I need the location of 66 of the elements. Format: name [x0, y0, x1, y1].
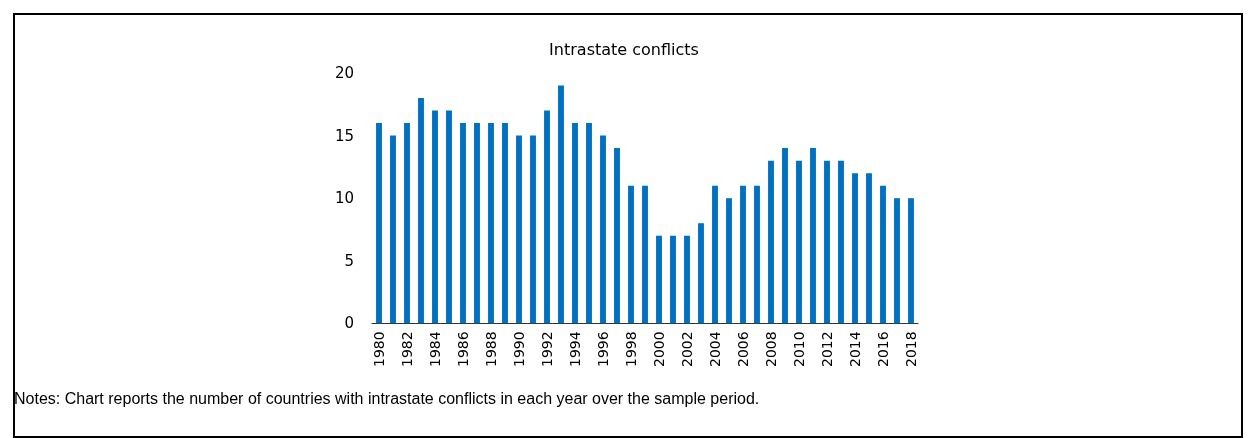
x-tick-label: 1996 [595, 331, 611, 368]
bar [824, 160, 830, 324]
x-tick-label: 2000 [651, 331, 667, 368]
x-tick-label: 2016 [875, 331, 891, 368]
x-tick-label: 2014 [847, 331, 863, 368]
x-tick-label: 1990 [511, 331, 527, 368]
x-tick-label: 2008 [763, 331, 779, 368]
bar [418, 98, 424, 324]
text: Notes: Chart reports the number of countries with intrastate conflicts in each year over the sample period. [14, 390, 760, 408]
y-tick-label: 10 [334, 189, 354, 208]
bar [754, 185, 760, 324]
bar [600, 135, 606, 324]
bar [558, 85, 564, 324]
bar [796, 160, 802, 324]
x-tick-label: 1994 [567, 331, 583, 368]
bar [894, 198, 900, 324]
bar [698, 223, 704, 324]
bar [446, 110, 452, 324]
bar [530, 135, 536, 324]
y-tick-label: 15 [334, 126, 354, 145]
bar [432, 110, 438, 324]
bar [474, 123, 480, 324]
x-tick-label: 1980 [371, 331, 387, 368]
bar [726, 198, 732, 324]
bar [768, 160, 774, 324]
bar [880, 185, 886, 324]
bar [656, 235, 662, 324]
bar [614, 148, 620, 324]
bar [516, 135, 522, 324]
x-tick-label: 1982 [399, 331, 415, 368]
bar [586, 123, 592, 324]
bar [502, 123, 508, 324]
bar [404, 123, 410, 324]
x-tick-label: 1988 [483, 331, 499, 368]
bar [838, 160, 844, 324]
bar [460, 123, 466, 324]
bar [684, 235, 690, 324]
bar [866, 173, 872, 324]
bar [488, 123, 494, 324]
x-tick-label: 2002 [679, 331, 695, 368]
x-tick-label: 1992 [539, 331, 555, 368]
x-tick-label: 2012 [819, 331, 835, 368]
bar [376, 123, 382, 324]
bar [642, 185, 648, 324]
bar [782, 148, 788, 324]
bar [740, 185, 746, 324]
bar [810, 148, 816, 324]
y-tick-label: 20 [334, 64, 354, 82]
y-tick-label: 5 [344, 251, 354, 270]
bar [390, 135, 396, 324]
x-tick-label: 2004 [707, 331, 723, 368]
bar [908, 198, 914, 324]
x-tick-label: 2010 [791, 331, 807, 368]
bar [544, 110, 550, 324]
bar [628, 185, 634, 324]
bar [852, 173, 858, 324]
y-tick-label: 0 [344, 314, 354, 333]
bar [572, 123, 578, 324]
x-tick-label: 1984 [427, 331, 443, 368]
chart-title: Intrastate conflicts [549, 39, 699, 59]
x-tick-label: 2018 [903, 331, 919, 368]
x-tick-label: 1998 [623, 331, 639, 368]
x-tick-label: 1986 [455, 331, 471, 368]
bar [712, 185, 718, 324]
x-tick-label: 2006 [735, 331, 751, 368]
bar [670, 235, 676, 324]
